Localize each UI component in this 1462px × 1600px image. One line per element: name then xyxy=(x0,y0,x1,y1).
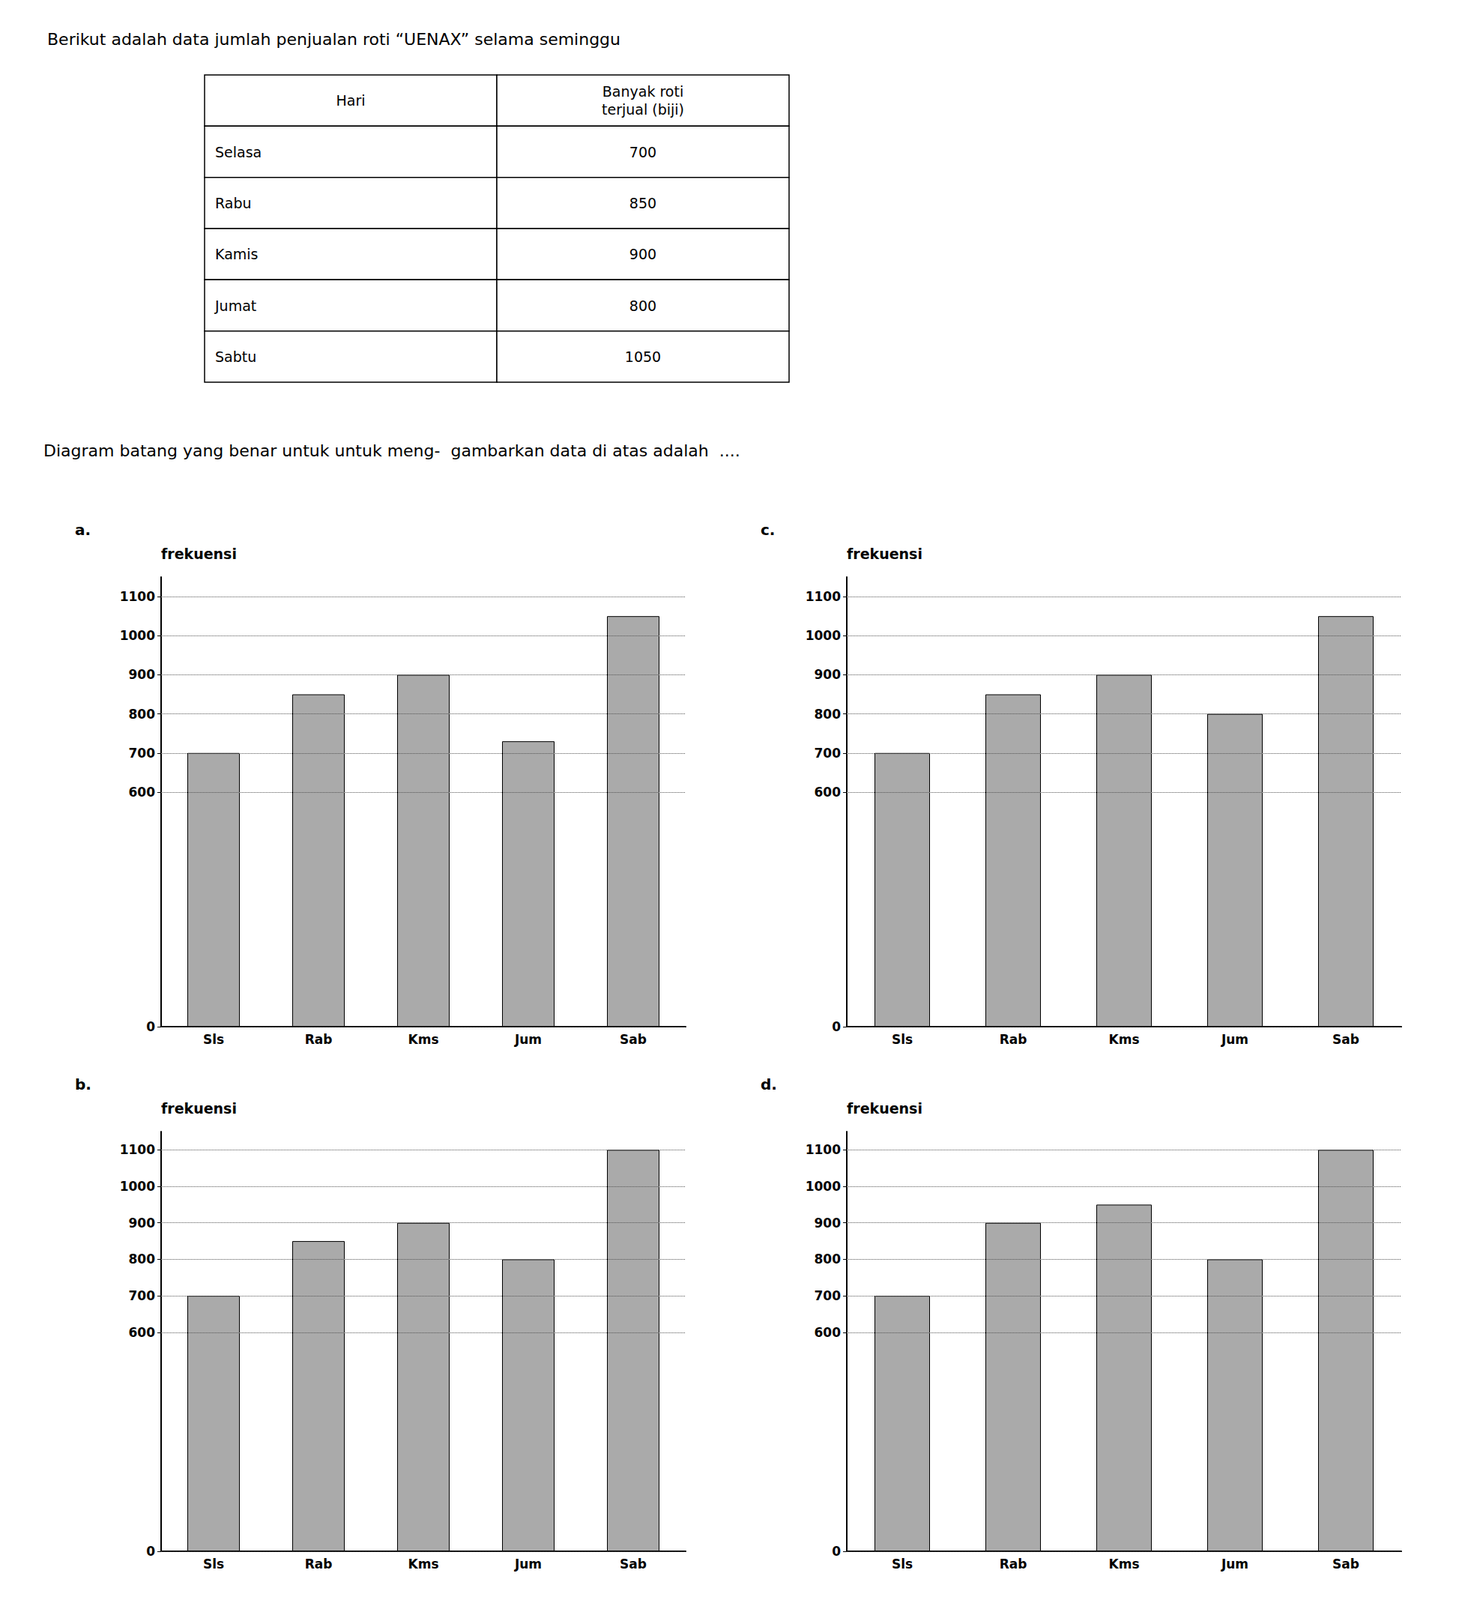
svg-text:Sls: Sls xyxy=(203,1031,225,1047)
svg-text:Diagram batang yang benar untu: Diagram batang yang benar untuk untuk me… xyxy=(43,441,741,461)
svg-text:800: 800 xyxy=(128,706,156,722)
svg-text:600: 600 xyxy=(814,1324,842,1340)
svg-text:700: 700 xyxy=(128,1288,156,1304)
svg-text:c.: c. xyxy=(760,520,775,539)
svg-text:850: 850 xyxy=(629,194,657,212)
svg-text:Jum: Jum xyxy=(514,1556,542,1572)
svg-text:1000: 1000 xyxy=(119,627,156,643)
svg-text:Kms: Kms xyxy=(1108,1031,1140,1047)
svg-text:terjual (biji): terjual (biji) xyxy=(601,101,685,118)
svg-text:600: 600 xyxy=(128,1324,156,1340)
svg-text:Sls: Sls xyxy=(891,1031,913,1047)
svg-text:Rabu: Rabu xyxy=(215,194,252,212)
svg-text:Rab: Rab xyxy=(304,1556,333,1572)
svg-text:Sls: Sls xyxy=(203,1556,225,1572)
svg-text:Jum: Jum xyxy=(1220,1031,1249,1047)
svg-text:1100: 1100 xyxy=(119,588,156,604)
svg-text:0: 0 xyxy=(831,1543,841,1559)
svg-text:Sabtu: Sabtu xyxy=(215,348,257,365)
svg-text:Sab: Sab xyxy=(619,1556,647,1572)
svg-text:0: 0 xyxy=(146,1019,156,1035)
svg-text:1000: 1000 xyxy=(119,1178,156,1194)
svg-text:700: 700 xyxy=(629,143,657,161)
svg-text:frekuensi: frekuensi xyxy=(161,1100,237,1117)
svg-text:Hari: Hari xyxy=(335,92,365,109)
svg-text:b.: b. xyxy=(74,1075,92,1094)
svg-text:Sls: Sls xyxy=(891,1556,913,1572)
svg-text:Kms: Kms xyxy=(407,1556,439,1572)
svg-text:800: 800 xyxy=(814,1251,842,1267)
svg-text:800: 800 xyxy=(629,297,657,314)
svg-text:frekuensi: frekuensi xyxy=(846,1100,923,1117)
svg-text:1000: 1000 xyxy=(805,1178,841,1194)
svg-text:Sab: Sab xyxy=(619,1031,647,1047)
svg-text:900: 900 xyxy=(128,666,156,682)
svg-text:Berikut adalah data jumlah pen: Berikut adalah data jumlah penjualan rot… xyxy=(47,29,621,49)
svg-text:Kms: Kms xyxy=(407,1031,439,1047)
svg-text:Kamis: Kamis xyxy=(215,245,258,263)
svg-text:900: 900 xyxy=(814,666,842,682)
svg-text:frekuensi: frekuensi xyxy=(846,545,923,563)
svg-text:700: 700 xyxy=(128,745,156,761)
svg-text:0: 0 xyxy=(831,1019,841,1035)
svg-text:700: 700 xyxy=(814,1288,842,1304)
svg-text:1000: 1000 xyxy=(805,627,841,643)
svg-text:600: 600 xyxy=(814,784,842,800)
svg-text:1100: 1100 xyxy=(805,1142,841,1158)
svg-text:a.: a. xyxy=(74,520,91,539)
svg-text:Jum: Jum xyxy=(514,1031,542,1047)
svg-text:Banyak roti: Banyak roti xyxy=(602,83,684,100)
svg-text:700: 700 xyxy=(814,745,842,761)
svg-text:900: 900 xyxy=(128,1215,156,1231)
svg-text:1100: 1100 xyxy=(119,1142,156,1158)
svg-text:800: 800 xyxy=(814,706,842,722)
svg-text:900: 900 xyxy=(814,1215,842,1231)
svg-text:Selasa: Selasa xyxy=(215,143,262,161)
svg-text:800: 800 xyxy=(128,1251,156,1267)
svg-text:Kms: Kms xyxy=(1108,1556,1140,1572)
svg-text:1100: 1100 xyxy=(805,588,841,604)
svg-text:Sab: Sab xyxy=(1332,1031,1360,1047)
svg-text:Rab: Rab xyxy=(999,1031,1028,1047)
svg-text:Rab: Rab xyxy=(304,1031,333,1047)
svg-text:900: 900 xyxy=(629,245,657,263)
svg-text:d.: d. xyxy=(760,1075,778,1094)
svg-text:Jumat: Jumat xyxy=(214,297,257,314)
svg-text:0: 0 xyxy=(146,1543,156,1559)
svg-text:Sab: Sab xyxy=(1332,1556,1360,1572)
svg-text:Jum: Jum xyxy=(1220,1556,1249,1572)
svg-text:frekuensi: frekuensi xyxy=(161,545,237,563)
svg-text:1050: 1050 xyxy=(624,348,661,365)
svg-text:600: 600 xyxy=(128,784,156,800)
svg-text:Rab: Rab xyxy=(999,1556,1028,1572)
